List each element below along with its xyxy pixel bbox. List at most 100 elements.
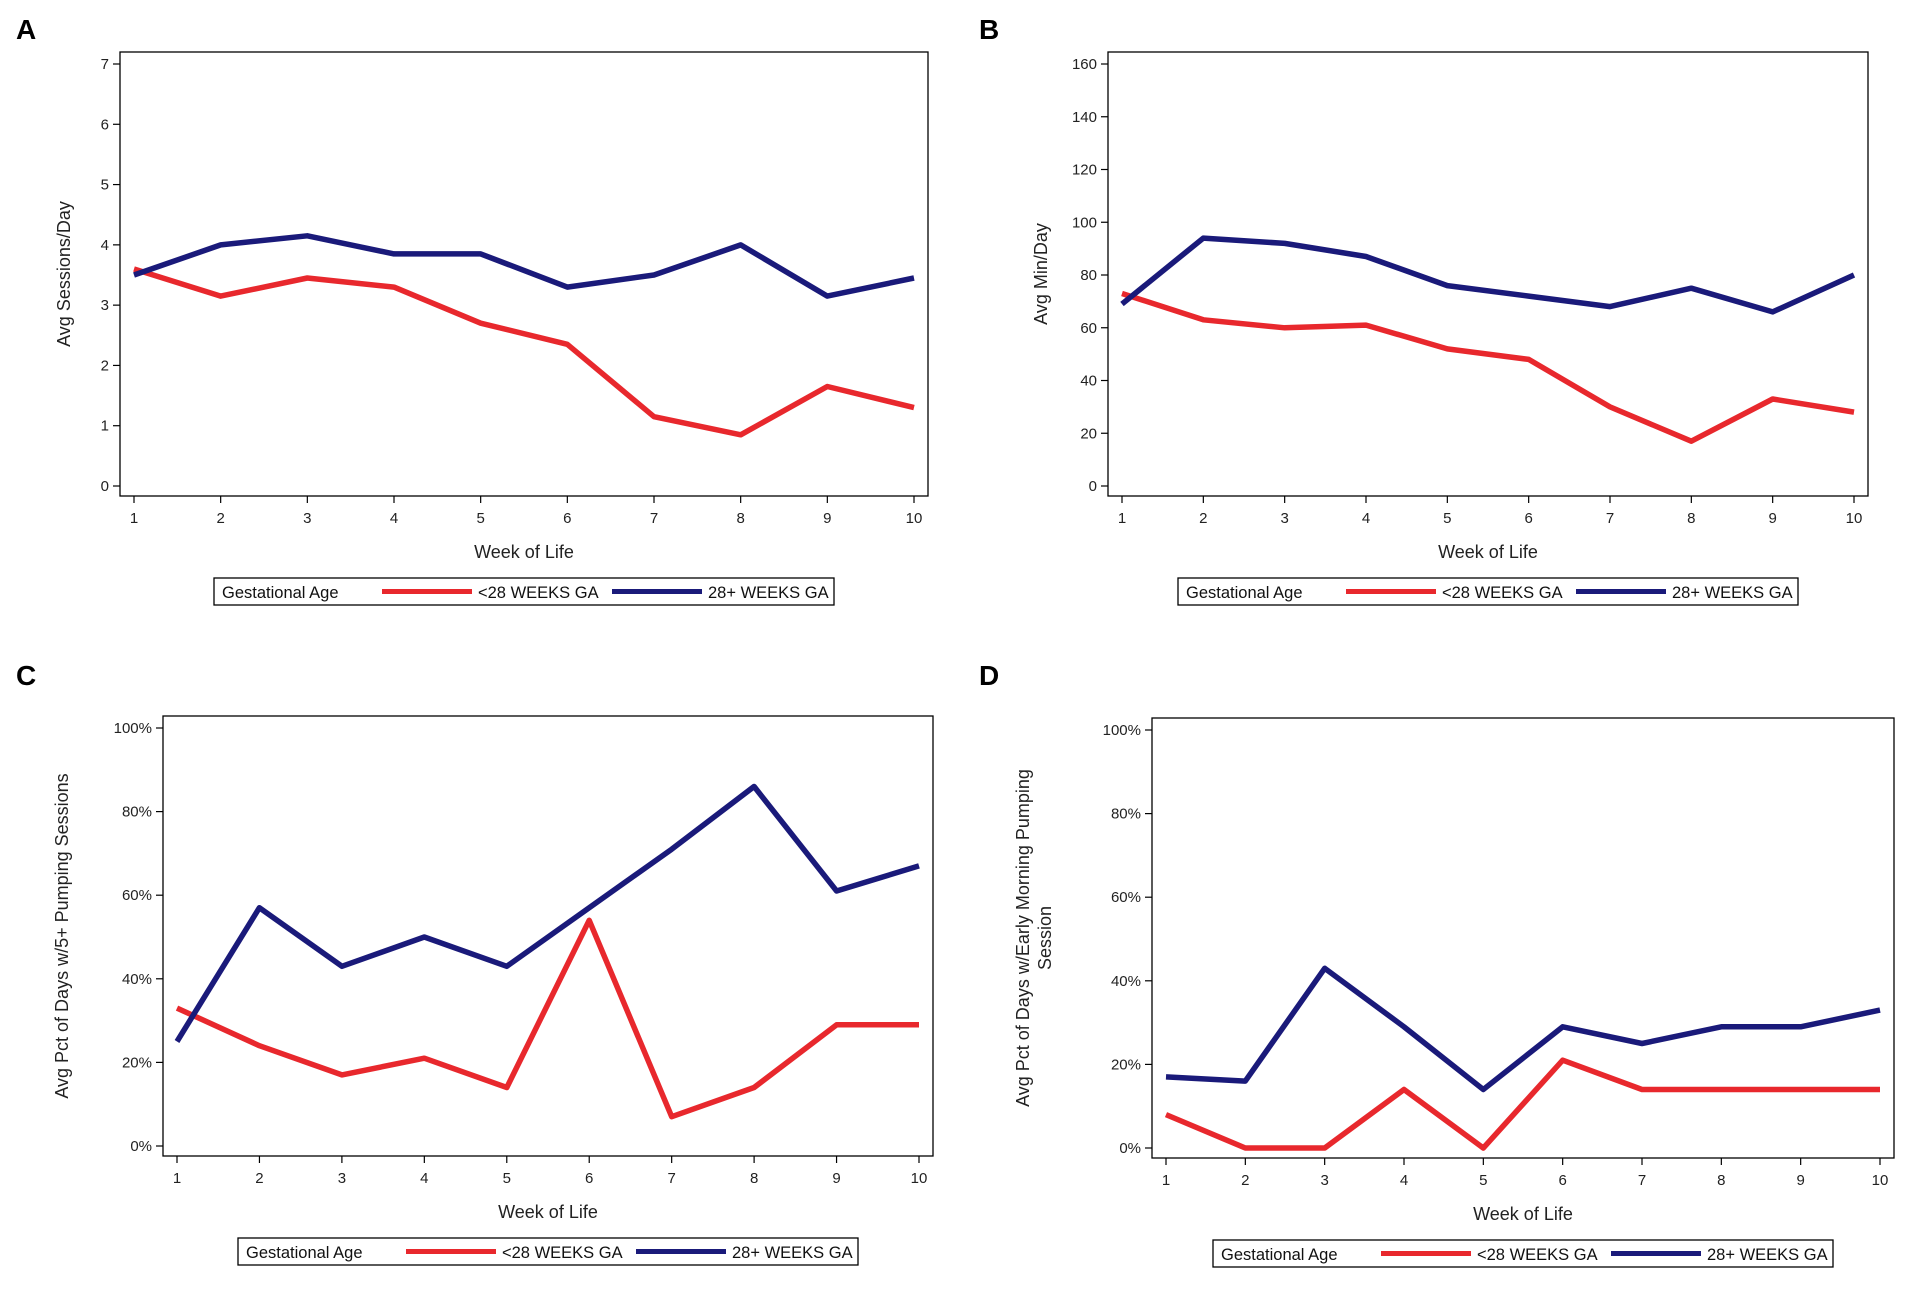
legend-title: Gestational Age xyxy=(246,1244,363,1262)
y-axis-title: Avg Pct of Days w/5+ Pumping Sessions xyxy=(52,773,72,1098)
x-tick-label: 10 xyxy=(906,510,923,527)
legend-title: Gestational Age xyxy=(1221,1246,1338,1264)
y-tick-label: 2 xyxy=(101,357,109,374)
y-tick-label: 40 xyxy=(1080,373,1097,390)
x-tick-label: 3 xyxy=(303,510,311,527)
y-tick-label: 100% xyxy=(114,720,152,737)
x-tick-label: 10 xyxy=(911,1170,928,1187)
legend-title: Gestational Age xyxy=(222,584,339,602)
y-tick-label: 60% xyxy=(1111,889,1141,906)
x-axis-title: Week of Life xyxy=(1473,1204,1573,1224)
y-axis-title: Avg Min/Day xyxy=(1031,223,1051,325)
x-tick-label: 9 xyxy=(1796,1172,1804,1189)
y-axis-title: Avg Pct of Days w/Early Morning Pumping S… xyxy=(1013,769,1055,1107)
y-axis-title-line: Avg Pct of Days w/Early Morning Pumping xyxy=(1013,769,1033,1107)
y-tick-label: 20% xyxy=(1111,1056,1141,1073)
x-tick-label: 2 xyxy=(255,1170,263,1187)
line-chart-b: 0 20 40 60 80 100 120 140 160 1 2 3 4 5 6 7 8 9 10 Week of … xyxy=(1031,51,1869,606)
chart-panel-b: B 0 20 40 60 80 100 120 140 160 1 2 3 4 5 6 7 8 9 10 Week o… xyxy=(955,0,1910,640)
x-tick-label: 1 xyxy=(1118,510,1126,527)
x-tick-label: 7 xyxy=(1606,510,1614,527)
y-tick-label: 60 xyxy=(1080,320,1097,337)
y-tick-label: 20% xyxy=(122,1054,152,1071)
series-line-under-28 xyxy=(133,266,915,438)
legend-box xyxy=(237,1237,859,1266)
legend-entry-label: 28+ WEEKS GA xyxy=(732,1244,853,1262)
x-tick-label: 2 xyxy=(1199,510,1207,527)
y-tick-label: 160 xyxy=(1072,56,1097,73)
y-tick-label: 3 xyxy=(101,297,109,314)
legend: Gestational Age <28 WEEKS GA 28+ WEEKS GA xyxy=(213,577,835,606)
legend-title: Gestational Age xyxy=(1186,584,1303,602)
x-tick-label: 8 xyxy=(1717,1172,1725,1189)
legend-entry-label: <28 WEEKS GA xyxy=(478,584,599,602)
x-tick-label: 2 xyxy=(1241,1172,1249,1189)
y-tick-label: 80% xyxy=(122,804,152,821)
y-tick-label: 0% xyxy=(1119,1140,1141,1157)
x-tick-label: 3 xyxy=(1320,1172,1328,1189)
x-tick-label: 9 xyxy=(823,510,831,527)
x-tick-label: 8 xyxy=(750,1170,758,1187)
x-tick-label: 10 xyxy=(1872,1172,1889,1189)
panel-label: A xyxy=(16,14,37,45)
x-axis-title: Week of Life xyxy=(498,1202,598,1222)
x-tick-label: 7 xyxy=(650,510,658,527)
x-tick-label: 1 xyxy=(173,1170,181,1187)
y-tick-label: 5 xyxy=(101,177,109,194)
chart-panel-a: A 0 1 2 3 4 5 6 7 1 2 3 4 5 6 7 8 9 10 Week of Life Avg Ses… xyxy=(0,0,955,640)
y-tick-label: 6 xyxy=(101,116,109,133)
legend-box xyxy=(213,577,835,606)
line-chart-a: 0 1 2 3 4 5 6 7 1 2 3 4 5 6 7 8 9 10 Week of Life Avg Sessi… xyxy=(54,51,929,606)
chart-panel-d: D 0% 20% 40% 60% 80% 100% 1 2 3 4 5 6 7 8 9 10 Week of L… xyxy=(955,640,1910,1289)
series-line-under-28 xyxy=(1121,290,1855,444)
plot-frame xyxy=(1151,717,1895,1159)
y-tick-label: 4 xyxy=(101,237,109,254)
plot-frame xyxy=(1107,51,1869,497)
x-tick-label: 6 xyxy=(1558,1172,1566,1189)
x-tick-label: 6 xyxy=(585,1170,593,1187)
y-tick-label: 20 xyxy=(1080,425,1097,442)
y-axis-title-line: Avg Sessions/Day xyxy=(54,201,74,347)
x-tick-label: 6 xyxy=(1524,510,1532,527)
x-tick-label: 9 xyxy=(832,1170,840,1187)
x-tick-label: 4 xyxy=(1400,1172,1408,1189)
line-chart-d: 0% 20% 40% 60% 80% 100% 1 2 3 4 5 6 7 8 9 10 Week of Lif… xyxy=(1013,717,1895,1268)
y-tick-label: 80 xyxy=(1080,267,1097,284)
x-tick-label: 4 xyxy=(390,510,398,527)
series-line-28-plus xyxy=(133,233,915,299)
panel-label: B xyxy=(979,14,1000,45)
x-tick-label: 3 xyxy=(338,1170,346,1187)
x-tick-label: 5 xyxy=(503,1170,511,1187)
legend-entry-label: <28 WEEKS GA xyxy=(1442,584,1563,602)
legend-entry-label: 28+ WEEKS GA xyxy=(1707,1246,1828,1264)
x-axis-title: Week of Life xyxy=(1438,542,1538,562)
chart-panel-c: C 0% 20% 40% 60% 80% 100% 1 2 3 4 5 6 7 8 9 10 Week of L… xyxy=(0,640,955,1289)
x-tick-label: 4 xyxy=(1362,510,1370,527)
y-tick-label: 100% xyxy=(1103,722,1141,739)
y-tick-label: 0 xyxy=(101,478,109,495)
y-tick-label: 7 xyxy=(101,56,109,73)
series-line-under-28 xyxy=(175,917,919,1120)
legend-box xyxy=(1212,1239,1834,1268)
panel-label: D xyxy=(979,660,1000,691)
y-tick-label: 40% xyxy=(1111,973,1141,990)
x-tick-label: 8 xyxy=(736,510,744,527)
y-axis-title-line: Avg Min/Day xyxy=(1031,223,1051,325)
legend: Gestational Age <28 WEEKS GA 28+ WEEKS GA xyxy=(237,1237,859,1266)
legend: Gestational Age <28 WEEKS GA 28+ WEEKS GA xyxy=(1212,1239,1834,1268)
y-axis-title-line: Avg Pct of Days w/5+ Pumping Sessions xyxy=(52,773,72,1098)
x-tick-label: 5 xyxy=(476,510,484,527)
x-tick-label: 5 xyxy=(1443,510,1451,527)
x-tick-label: 9 xyxy=(1768,510,1776,527)
series-line-under-28 xyxy=(1164,1057,1880,1151)
series-line-28-plus xyxy=(174,783,920,1043)
panel-label: C xyxy=(16,660,37,691)
y-tick-label: 140 xyxy=(1072,109,1097,126)
legend: Gestational Age <28 WEEKS GA 28+ WEEKS GA xyxy=(1177,577,1799,606)
x-tick-label: 7 xyxy=(667,1170,675,1187)
line-chart-c: 0% 20% 40% 60% 80% 100% 1 2 3 4 5 6 7 8 9 10 Week of Lif… xyxy=(52,715,934,1266)
x-tick-label: 1 xyxy=(130,510,138,527)
y-tick-label: 60% xyxy=(122,887,152,904)
legend-entry-label: <28 WEEKS GA xyxy=(1477,1246,1598,1264)
x-axis-title: Week of Life xyxy=(474,542,574,562)
